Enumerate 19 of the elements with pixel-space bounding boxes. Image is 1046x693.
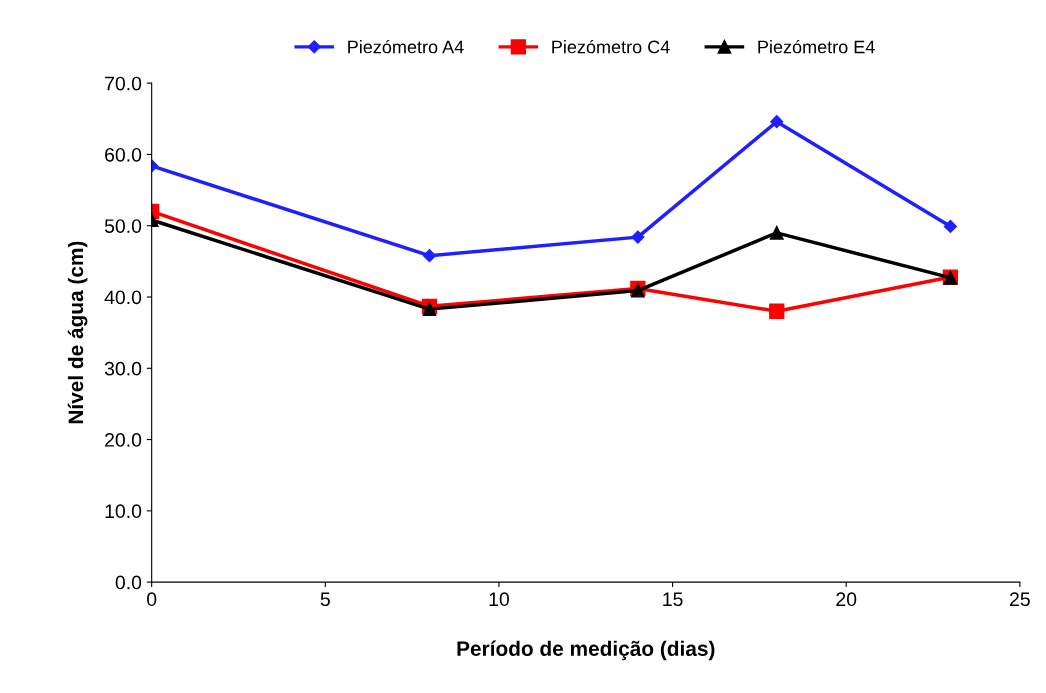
legend-label: Piezómetro A4 <box>348 39 464 54</box>
legend-label: Piezómetro E4 <box>758 39 875 54</box>
x-axis-title: Período de medição (dias) <box>457 640 715 661</box>
y-tick-label: 40.0 <box>104 290 142 305</box>
y-tick-label: 50.0 <box>104 219 142 233</box>
x-tick-label: 0 <box>147 592 157 607</box>
y-tick-label: 20.0 <box>105 433 142 447</box>
x-tick-label: 15 <box>663 592 683 607</box>
y-tick-label: 10.0 <box>105 504 142 519</box>
x-tick-label: 25 <box>1010 592 1030 607</box>
y-tick-label: 60.0 <box>105 147 142 162</box>
x-tick-label: 20 <box>836 592 857 607</box>
y-tick-label: 70.0 <box>105 76 142 91</box>
legend-label: Piezómetro C4 <box>552 39 670 54</box>
y-tick-label: 0.0 <box>115 575 142 590</box>
x-tick-label: 5 <box>320 592 330 607</box>
x-tick-label: 10 <box>489 592 509 607</box>
y-axis-title: Nível de água (cm) <box>67 241 88 424</box>
y-tick-label: 30.0 <box>104 361 142 376</box>
